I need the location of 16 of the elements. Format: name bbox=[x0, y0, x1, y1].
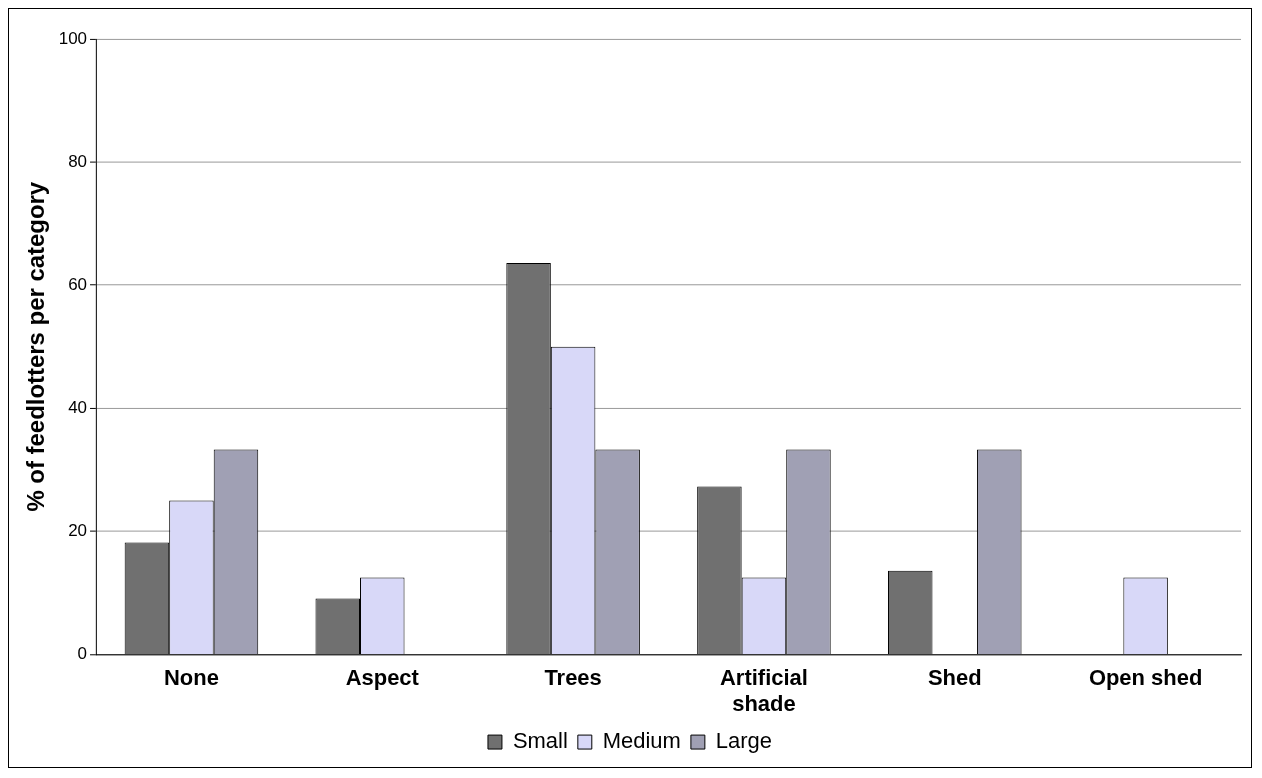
legend-label: Medium bbox=[602, 728, 681, 754]
x-tick-label: Aspect bbox=[345, 664, 420, 690]
x-tick-label: Open shed bbox=[1088, 664, 1203, 690]
x-tick-label: Shed bbox=[927, 664, 982, 690]
y-tick-label: 0 bbox=[77, 644, 88, 664]
y-axis-title: % of feedlotters per category bbox=[21, 181, 49, 512]
y-tick-label: 100 bbox=[58, 28, 88, 48]
legend-label: Small bbox=[512, 728, 568, 754]
x-tick-label: Trees bbox=[544, 664, 602, 690]
y-tick-label: 60 bbox=[68, 274, 88, 294]
x-tick-label: Artificial shade bbox=[720, 664, 808, 717]
y-tick-label: 40 bbox=[68, 397, 88, 417]
y-tick-label: 80 bbox=[68, 151, 88, 171]
y-tick-label: 20 bbox=[68, 521, 88, 541]
x-tick-label: None bbox=[164, 664, 219, 690]
legend-label: Large bbox=[715, 728, 772, 754]
